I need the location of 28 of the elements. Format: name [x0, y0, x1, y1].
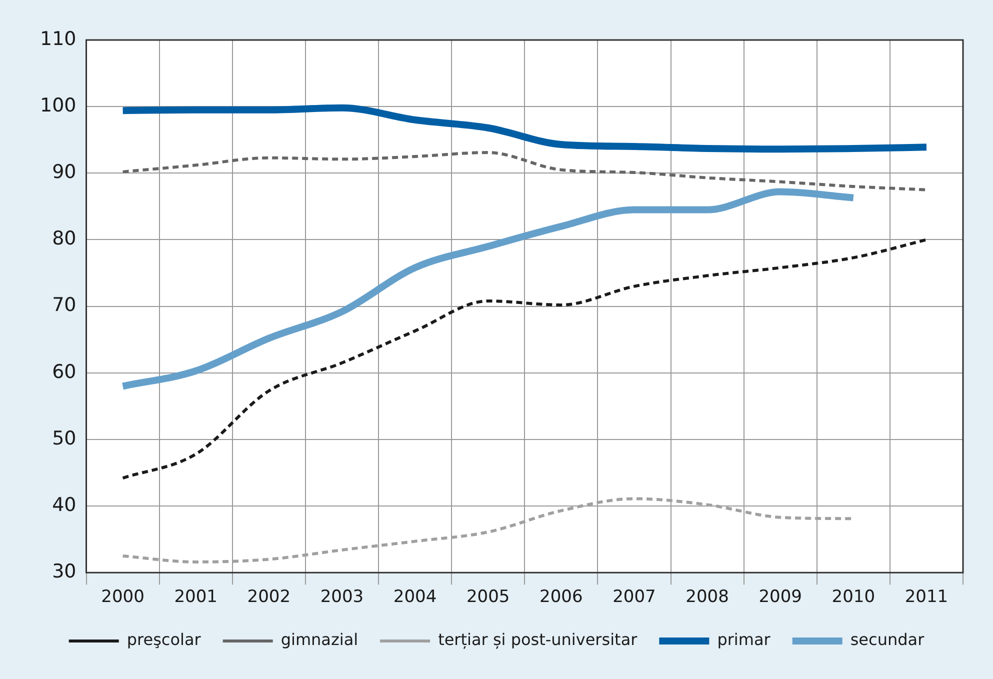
legend-label: gimnazial [280, 630, 358, 650]
legend-label: secundar [850, 630, 925, 650]
y-tick-label: 30 [52, 560, 76, 583]
x-tick-label: 2007 [612, 587, 656, 608]
x-tick-label: 2003 [320, 587, 364, 608]
x-tick-label: 2002 [247, 587, 291, 608]
y-tick-label: 100 [40, 94, 76, 117]
legend-label: primar [717, 630, 771, 650]
x-tick-label: 2009 [758, 587, 802, 608]
x-tick-label: 2006 [540, 587, 583, 608]
y-tick-label: 40 [52, 494, 76, 516]
legend-label: terțiar și post-universitar [438, 630, 638, 650]
x-tick-label: 2005 [466, 587, 510, 608]
x-tick-label: 2008 [686, 587, 729, 608]
x-tick-label: 2000 [101, 587, 144, 608]
y-tick-label: 110 [40, 28, 76, 50]
x-tick-label: 2004 [393, 587, 437, 608]
x-tick-label: 2001 [174, 587, 218, 608]
legend-label: preşcolar [126, 630, 202, 650]
y-tick-label: 90 [52, 161, 76, 184]
x-tick-label: 2010 [832, 587, 876, 608]
y-tick-label: 50 [52, 427, 76, 450]
y-tick-label: 80 [52, 228, 76, 250]
line-series [121, 151, 928, 192]
x-tick-label: 2011 [904, 587, 948, 608]
line-series [121, 238, 928, 480]
y-tick-label: 60 [52, 360, 76, 383]
y-tick-label: 70 [52, 294, 76, 316]
